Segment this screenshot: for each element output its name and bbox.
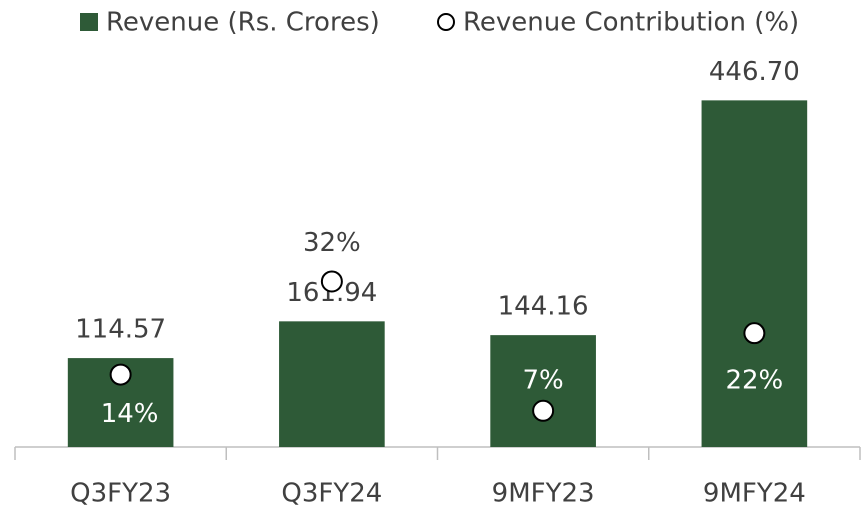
x-tick-label: 9MFY24	[703, 479, 806, 509]
marker	[743, 322, 766, 345]
bar	[701, 100, 808, 447]
x-tick-label: Q3FY23	[70, 479, 171, 509]
x-tick-label: 9MFY23	[492, 479, 595, 509]
marker-value-label: 22%	[725, 366, 783, 396]
legend-swatch	[80, 13, 98, 31]
legend-marker	[437, 13, 455, 31]
legend-label: Revenue (Rs. Crores)	[106, 8, 380, 38]
x-tick-label: Q3FY24	[281, 479, 382, 509]
bar	[490, 335, 596, 447]
legend-label: Revenue Contribution (%)	[463, 8, 799, 38]
marker	[532, 399, 555, 422]
marker-value-label: 32%	[303, 228, 361, 258]
bar-value-label: 114.57	[75, 315, 166, 345]
marker-value-label: 7%	[523, 365, 564, 395]
marker	[320, 270, 343, 293]
marker-value-label: 14%	[101, 399, 159, 429]
bar-value-label: 144.16	[498, 292, 589, 322]
bar-value-label: 446.70	[709, 57, 800, 87]
bar	[279, 321, 385, 447]
marker	[109, 363, 132, 386]
